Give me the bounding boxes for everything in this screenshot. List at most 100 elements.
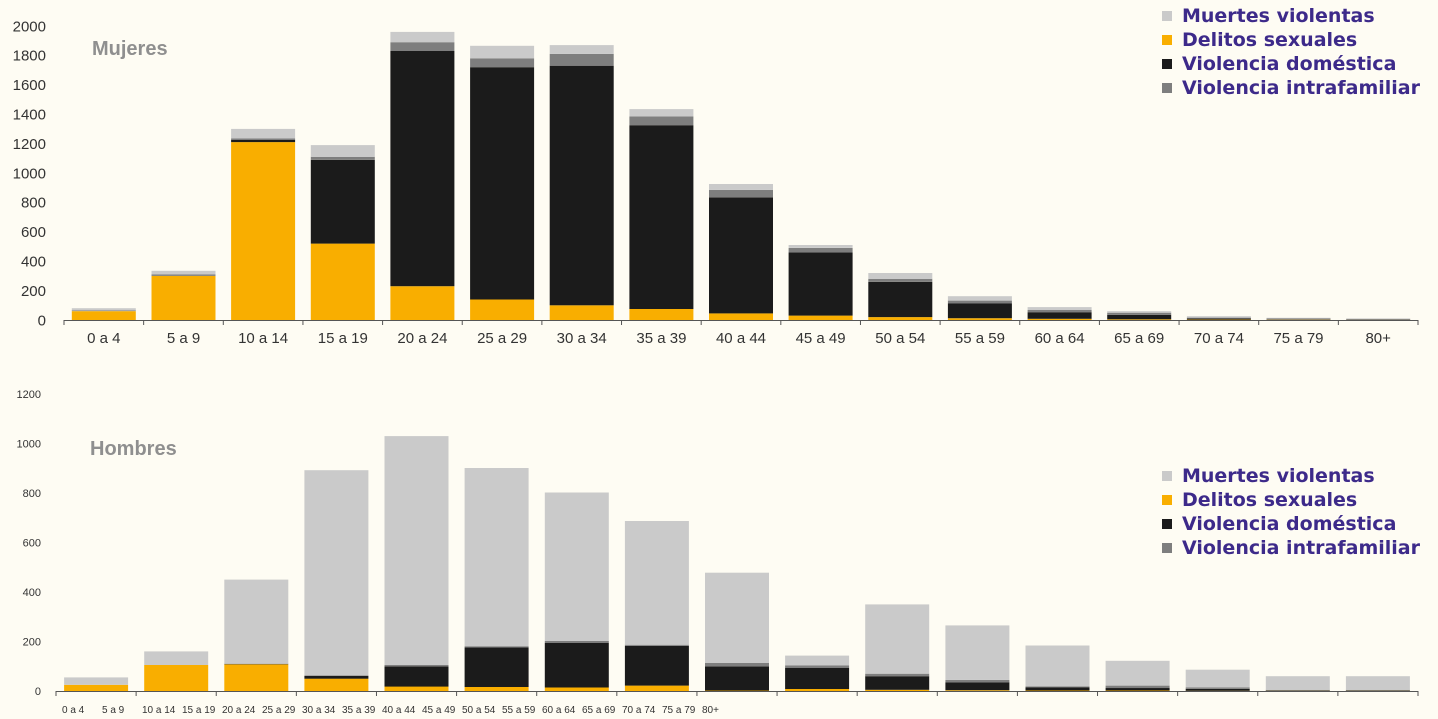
y-tick-label: 0 — [38, 312, 46, 329]
bar-violencia-intrafamiliar — [71, 310, 136, 312]
y-tick-label: 400 — [21, 253, 46, 270]
legend-hombres: Muertes violentas Delitos sexuales Violenc… — [1161, 464, 1420, 560]
bar-violencia-domestica — [868, 281, 933, 318]
bar-violencia-domestica — [785, 668, 850, 689]
x-tick-label: 30 a 34 — [557, 330, 607, 347]
bar-muertes-violentas — [1027, 307, 1092, 310]
y-tick-label: 0 — [35, 686, 41, 698]
legend-swatch — [1161, 543, 1172, 553]
x-tick-label: 20 a 24 — [222, 705, 256, 716]
y-tick-label: 1200 — [17, 389, 41, 401]
bar-violencia-domestica — [304, 675, 369, 679]
x-tick-label: 65 a 69 — [1114, 330, 1164, 347]
x-tick-label: 50 a 54 — [875, 330, 925, 347]
bar-violencia-intrafamiliar — [785, 665, 850, 668]
panel-title: Hombres — [90, 438, 177, 460]
legend-item-violencia-domestica: Violencia doméstica — [1161, 52, 1420, 76]
y-tick-label: 1800 — [13, 48, 46, 65]
x-tick-label: 20 a 24 — [397, 330, 447, 347]
bar-muertes-violentas — [945, 625, 1010, 680]
y-tick-label: 1400 — [13, 106, 46, 123]
bar-delitos-sexuales — [144, 665, 209, 691]
y-tick-label: 1000 — [13, 165, 46, 182]
x-tick-label: 10 a 14 — [142, 705, 176, 716]
bar-muertes-violentas — [384, 436, 449, 665]
bar-muertes-violentas — [629, 109, 694, 117]
bar-violencia-domestica — [310, 159, 375, 244]
x-tick-label: 5 a 9 — [102, 705, 125, 716]
x-tick-label: 65 a 69 — [582, 705, 616, 716]
y-tick-label: 1200 — [13, 136, 46, 153]
bar-delitos-sexuales — [865, 689, 930, 691]
bar-delitos-sexuales — [71, 311, 136, 320]
legend-label: Violencia intrafamiliar — [1181, 537, 1420, 559]
bar-violencia-intrafamiliar — [231, 138, 296, 140]
y-tick-label: 600 — [21, 224, 46, 241]
legend-swatch — [1161, 59, 1172, 69]
y-tick-label: 800 — [21, 195, 46, 212]
legend-item-delitos-sexuales: Delitos sexuales — [1161, 28, 1420, 52]
bar-muertes-violentas — [544, 492, 609, 641]
bar-violencia-intrafamiliar — [390, 42, 455, 51]
bar-delitos-sexuales — [224, 664, 289, 691]
bar-delitos-sexuales — [947, 318, 1012, 320]
bar-muertes-violentas — [464, 468, 529, 647]
bar-violencia-intrafamiliar — [384, 665, 449, 667]
bar-violencia-domestica — [865, 676, 930, 690]
bar-violencia-domestica — [464, 647, 529, 687]
legend-swatch — [1161, 495, 1172, 505]
bar-delitos-sexuales — [384, 686, 449, 691]
bar-delitos-sexuales — [624, 685, 689, 691]
legend-label: Muertes violentas — [1181, 5, 1375, 27]
x-tick-label: 55 a 59 — [955, 330, 1005, 347]
bar-muertes-violentas — [390, 31, 455, 43]
bar-violencia-domestica — [1186, 318, 1251, 320]
bar-violencia-intrafamiliar — [151, 274, 216, 276]
bar-violencia-intrafamiliar — [629, 116, 694, 126]
x-tick-label: 75 a 79 — [662, 705, 696, 716]
legend-item-violencia-intrafamiliar: Violencia intrafamiliar — [1161, 536, 1420, 560]
x-tick-label: 50 a 54 — [462, 705, 496, 716]
bar-delitos-sexuales — [868, 317, 933, 320]
y-tick-label: 200 — [21, 283, 46, 300]
bar-violencia-intrafamiliar — [1027, 310, 1092, 313]
bar-violencia-intrafamiliar — [1107, 312, 1172, 315]
bar-violencia-intrafamiliar — [1105, 685, 1170, 689]
bar-muertes-violentas — [304, 470, 369, 676]
legend-label: Violencia doméstica — [1181, 53, 1397, 75]
x-tick-label: 10 a 14 — [238, 330, 288, 347]
bar-violencia-intrafamiliar — [310, 156, 375, 160]
legend-mujeres: Muertes violentas Delitos sexuales Violenc… — [1161, 4, 1420, 100]
bar-delitos-sexuales — [64, 684, 129, 691]
bar-violencia-intrafamiliar — [470, 58, 535, 68]
bar-muertes-violentas — [868, 273, 933, 279]
legend-item-violencia-domestica: Violencia doméstica — [1161, 512, 1420, 536]
bar-violencia-intrafamiliar — [947, 300, 1012, 304]
x-tick-label: 80+ — [702, 705, 719, 716]
bar-muertes-violentas — [64, 677, 129, 685]
bar-violencia-domestica — [549, 65, 614, 306]
bar-muertes-violentas — [71, 308, 136, 311]
bar-violencia-intrafamiliar — [544, 641, 609, 643]
bar-violencia-intrafamiliar — [865, 673, 930, 677]
bar-violencia-domestica — [788, 252, 853, 316]
bar-delitos-sexuales — [464, 687, 529, 691]
bar-muertes-violentas — [624, 521, 689, 645]
bar-muertes-violentas — [310, 145, 375, 157]
bar-delitos-sexuales — [470, 299, 535, 320]
bar-violencia-domestica — [470, 67, 535, 300]
bar-muertes-violentas — [1345, 676, 1410, 690]
y-tick-label: 800 — [23, 488, 41, 500]
bar-violencia-domestica — [544, 643, 609, 688]
bar-muertes-violentas — [709, 184, 773, 190]
bar-violencia-domestica — [709, 197, 773, 314]
bar-muertes-violentas — [1186, 316, 1251, 318]
panel-title: Mujeres — [92, 38, 168, 60]
bar-violencia-domestica — [390, 51, 455, 287]
bar-muertes-violentas — [1266, 317, 1331, 319]
legend-item-delitos-sexuales: Delitos sexuales — [1161, 488, 1420, 512]
bar-muertes-violentas — [470, 45, 535, 59]
bar-violencia-intrafamiliar — [464, 646, 529, 648]
mujeres-chart: 0 200 400 600 800 1000 1200 1400 1600 1800 2000 0 a… — [13, 18, 1419, 347]
x-tick-label: 60 a 64 — [542, 705, 576, 716]
